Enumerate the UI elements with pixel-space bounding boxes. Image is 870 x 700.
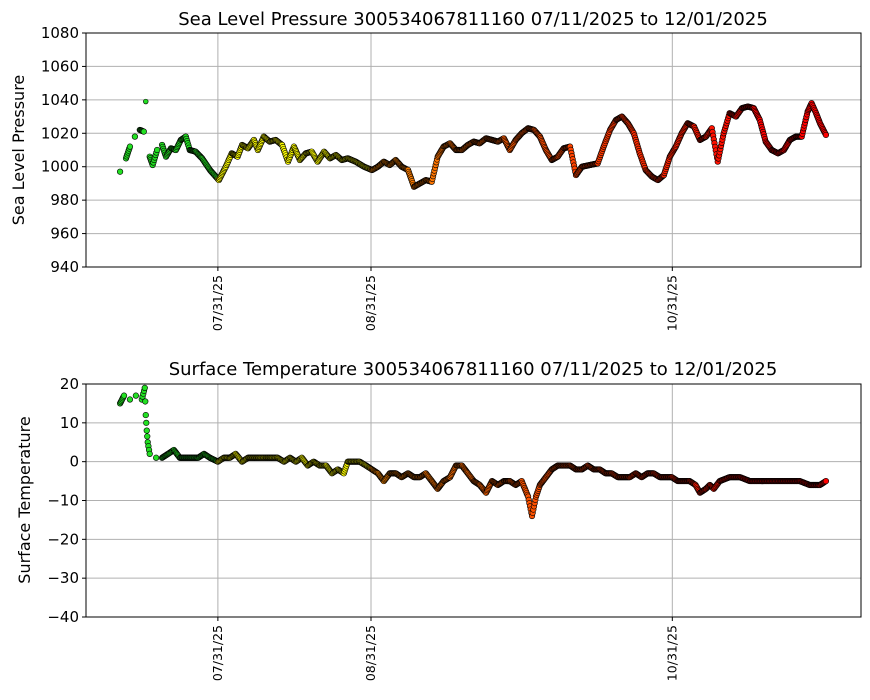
pressure-data-points: [116, 98, 830, 190]
temperature-data-point: [143, 427, 150, 434]
pressure-x-tick-label: 07/31/25: [210, 275, 225, 331]
pressure-data-point: [116, 168, 124, 175]
pressure-chart: Sea Level Pressure 300534067811160 07/11…: [9, 9, 862, 331]
temperature-data-point: [126, 396, 134, 403]
pressure-y-tick-label: 960: [50, 225, 79, 243]
pressure-data-point: [154, 146, 161, 154]
pressure-data-point: [131, 133, 139, 140]
temperature-y-tick-label: 0: [69, 453, 79, 471]
pressure-data-point: [822, 131, 830, 139]
pressure-y-tick-label: 1040: [41, 91, 79, 109]
temperature-y-axis-label: Surface Temperature: [15, 416, 34, 583]
pressure-y-tick-label: 1080: [41, 24, 79, 42]
pressure-y-tick-label: 940: [50, 258, 79, 276]
temperature-data-point: [142, 398, 149, 405]
temperature-data-point: [132, 392, 139, 399]
pressure-x-tick-label: 10/31/25: [664, 275, 679, 331]
temperature-y-tick-label: −40: [47, 608, 79, 626]
temperature-axes-frame: [85, 383, 862, 618]
temperature-x-tick-label: 10/31/25: [664, 625, 679, 681]
pressure-data-point: [140, 128, 147, 135]
temperature-y-tick-label: −20: [47, 530, 79, 548]
pressure-chart-title: Sea Level Pressure 300534067811160 07/11…: [178, 9, 768, 30]
temperature-x-tick-label: 07/31/25: [210, 625, 225, 681]
temperature-data-point: [822, 477, 830, 485]
pressure-y-tick-label: 1020: [41, 124, 79, 142]
temperature-y-tick-label: 10: [60, 414, 79, 432]
pressure-y-tick-label: 1000: [41, 158, 79, 176]
temperature-y-tick-label: −30: [47, 569, 79, 587]
pressure-y-tick-label: 980: [50, 191, 79, 209]
pressure-axes-frame: [85, 32, 862, 268]
pressure-outlier-point: [143, 98, 149, 105]
temperature-y-tick-label: −10: [47, 492, 79, 510]
temperature-x-tick-label: 08/31/25: [363, 625, 378, 681]
temperature-data-point: [143, 419, 150, 426]
temperature-data-point: [153, 454, 160, 461]
temperature-data-point: [120, 392, 128, 399]
temperature-y-tick-label: 20: [60, 375, 79, 393]
pressure-x-tick-label: 08/31/25: [363, 275, 378, 331]
temperature-data-point: [146, 450, 153, 458]
pressure-y-axis-label: Sea Level Pressure: [9, 75, 28, 226]
temperature-chart: Surface Temperature 300534067811160 07/1…: [15, 359, 862, 681]
temperature-data-point: [144, 433, 151, 440]
temperature-data-point: [142, 411, 149, 419]
temperature-data-point: [141, 384, 148, 391]
pressure-y-tick-label: 1060: [41, 57, 79, 75]
pressure-data-point: [126, 143, 134, 150]
temperature-data-points: [116, 384, 830, 520]
temperature-chart-title: Surface Temperature 300534067811160 07/1…: [169, 359, 778, 380]
